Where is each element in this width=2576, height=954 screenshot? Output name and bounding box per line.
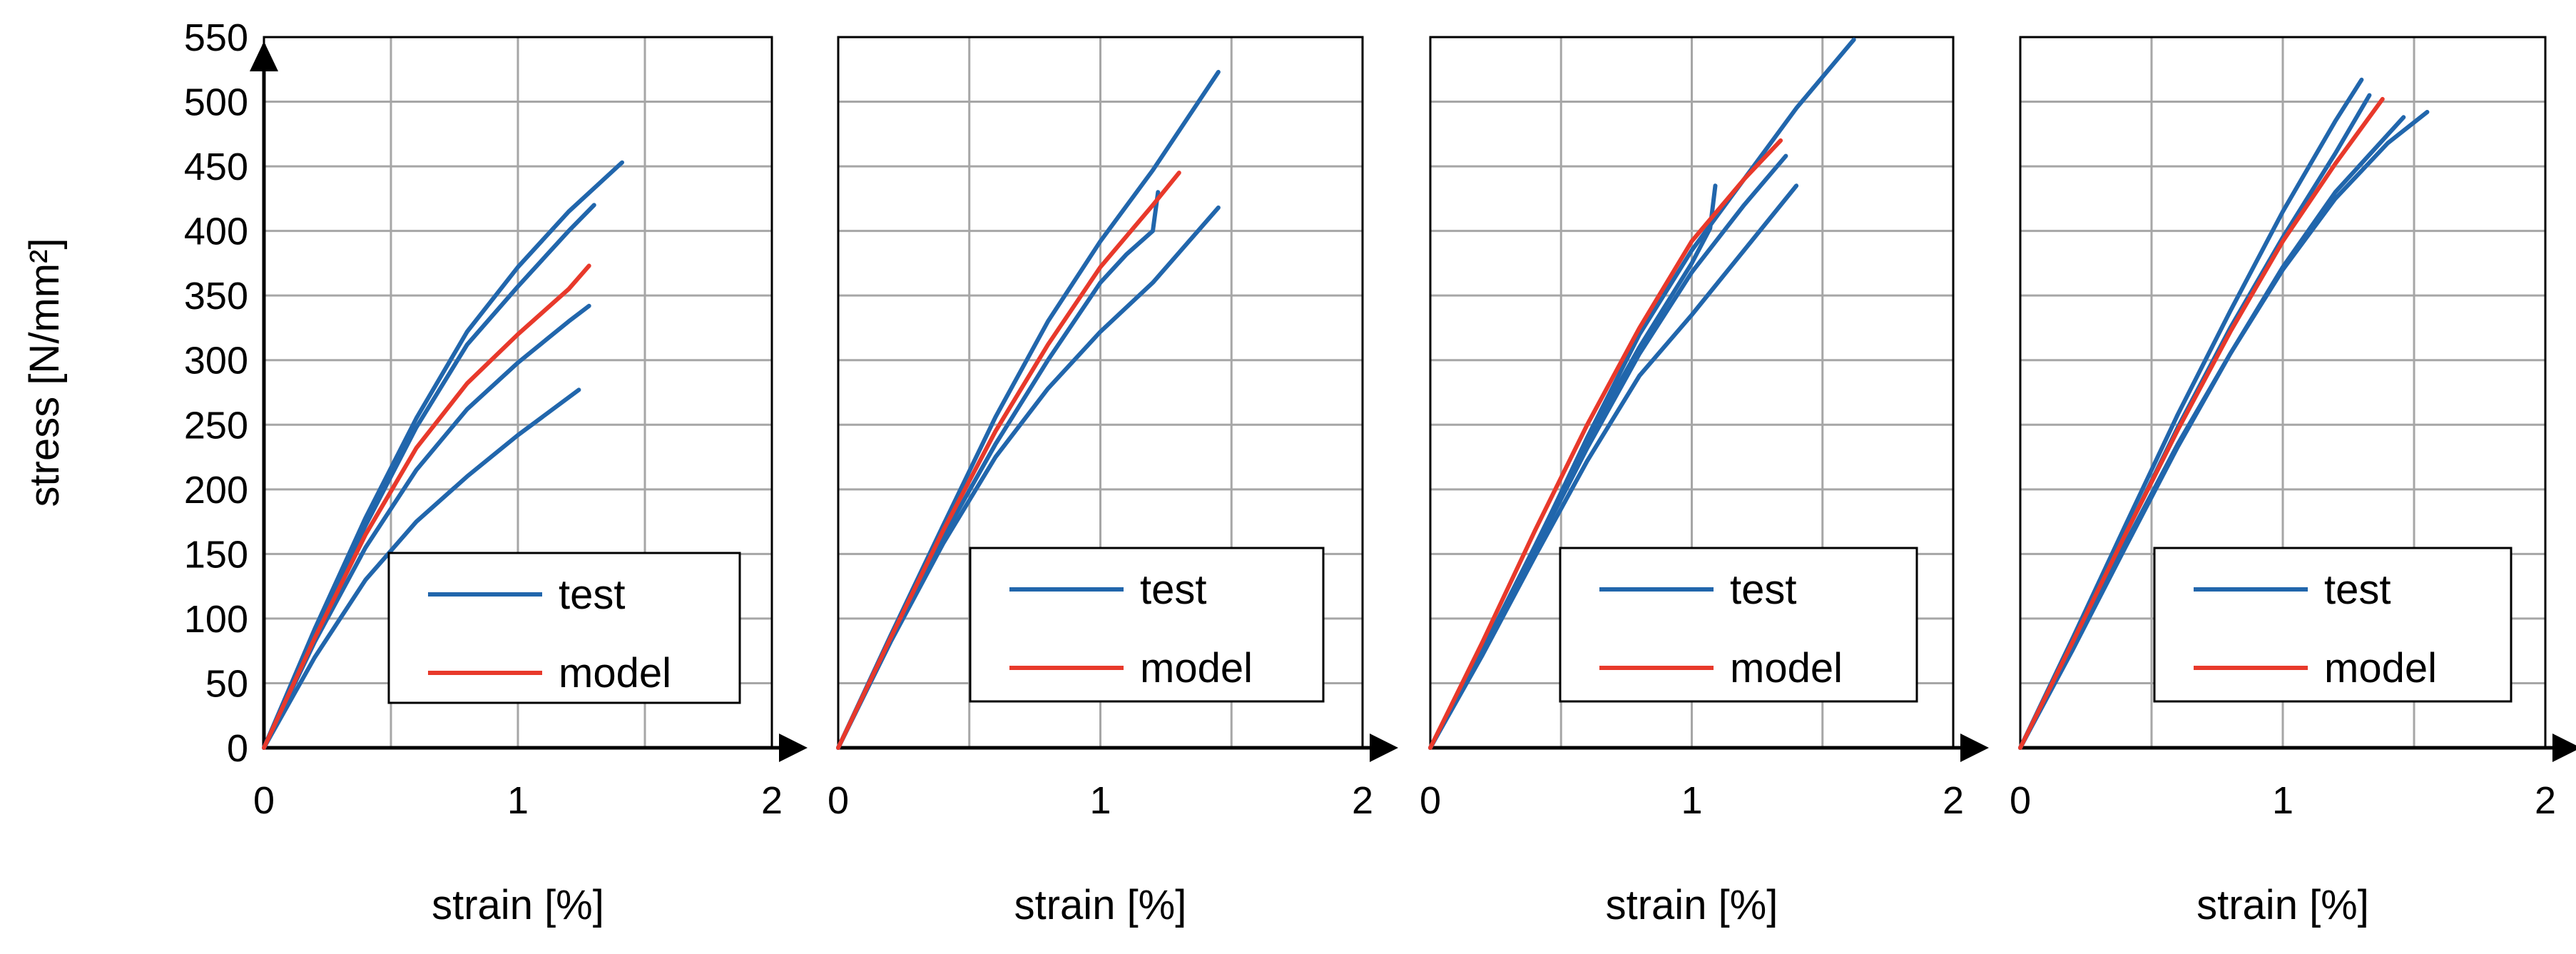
test-legend-label: test	[2324, 567, 2391, 613]
chart-panel-4: 0 1 2 strain [%] test model	[2010, 36, 2576, 928]
legend-box	[387, 552, 741, 704]
legend: test model	[2153, 547, 2513, 703]
x-axis-arrow	[2552, 734, 2576, 762]
x-tick-label: 0	[1420, 779, 1441, 822]
model-legend-label: model	[1140, 645, 1253, 691]
legend: test model	[1559, 547, 1918, 703]
y-tick-label: 400	[184, 210, 248, 253]
y-tick-label: 200	[184, 469, 248, 512]
y-tick-label: 450	[184, 146, 248, 188]
model-series-line	[836, 171, 1181, 750]
y-tick-label: 150	[184, 533, 248, 576]
x-tick-label: 1	[2272, 779, 2294, 822]
model-legend-label: model	[1730, 645, 1843, 691]
x-axis-label: strain [%]	[1014, 882, 1187, 928]
chart-panel-1: 0 50 100 150 200 250 300 350 400 450 500 550 0 1 2 stra…	[184, 16, 808, 928]
test-legend-label: test	[1140, 567, 1207, 613]
x-axis-arrow	[779, 734, 808, 762]
legend-box	[1559, 547, 1918, 703]
x-axis-label: strain [%]	[1606, 882, 1778, 928]
y-tick-label: 350	[184, 275, 248, 318]
x-tick-label: 0	[828, 779, 849, 822]
test-legend-label: test	[1730, 567, 1797, 613]
x-tick-label: 0	[253, 779, 275, 822]
x-axis-arrow	[1960, 734, 1989, 762]
x-tick-label: 2	[1943, 779, 1964, 822]
x-axis-label: strain [%]	[2196, 882, 2369, 928]
legend: test model	[387, 552, 741, 704]
y-tick-label: 50	[205, 662, 248, 705]
x-tick-label: 1	[507, 779, 529, 822]
chart-panel-2: 0 1 2 strain [%] test model	[828, 36, 1398, 928]
test-series-line	[262, 303, 591, 750]
model-series-line	[262, 263, 591, 750]
test-series-line	[1428, 183, 1799, 750]
test-series-line	[2018, 115, 2406, 750]
model-series-line	[2018, 96, 2385, 750]
y-tick-label: 500	[184, 81, 248, 124]
test-legend-label: test	[559, 572, 626, 618]
legend-box	[969, 547, 1325, 703]
y-tick-label: 300	[184, 340, 248, 382]
model-legend-label: model	[559, 650, 671, 696]
y-tick-label: 550	[184, 16, 248, 59]
y-tick-label: 100	[184, 598, 248, 641]
y-axis-label: stress [N/mm²]	[21, 238, 68, 507]
x-axis-arrow	[1370, 734, 1398, 762]
x-tick-label: 1	[1089, 779, 1111, 822]
y-axis-arrow	[250, 41, 278, 71]
test-series-line	[1428, 183, 1718, 750]
y-tick-label: 0	[227, 727, 248, 770]
chart-panel-3: 0 1 2 strain [%] test model	[1420, 36, 1989, 928]
x-tick-label: 2	[1352, 779, 1373, 822]
model-legend-label: model	[2324, 645, 2437, 691]
test-series-line	[262, 203, 596, 750]
x-tick-label: 2	[2535, 779, 2556, 822]
x-tick-label: 2	[761, 779, 783, 822]
x-axis-label: strain [%]	[432, 882, 604, 928]
model-series-line	[1428, 138, 1783, 750]
x-tick-label: 1	[1681, 779, 1702, 822]
legend-box	[2153, 547, 2513, 703]
legend: test model	[969, 547, 1325, 703]
y-tick-label: 250	[184, 404, 248, 447]
x-tick-label: 0	[2010, 779, 2031, 822]
test-series-line	[262, 387, 581, 750]
